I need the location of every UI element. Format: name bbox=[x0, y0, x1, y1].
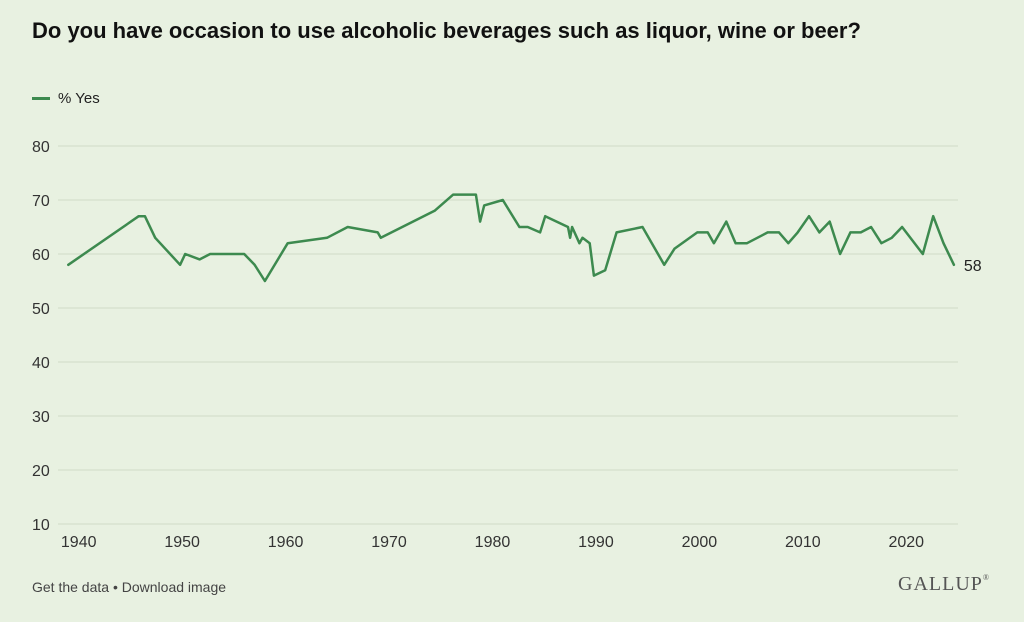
data-point-56 bbox=[890, 236, 893, 239]
data-point-46 bbox=[787, 242, 790, 245]
y-tick-label-60: 60 bbox=[32, 247, 50, 264]
data-point-9 bbox=[253, 263, 256, 266]
data-point-57 bbox=[901, 226, 904, 228]
y-tick-label-70: 70 bbox=[32, 193, 50, 210]
x-tick-label-1970: 1970 bbox=[371, 534, 407, 551]
data-point-14 bbox=[376, 231, 379, 234]
data-point-17 bbox=[452, 193, 455, 196]
legend-label: % Yes bbox=[58, 90, 100, 107]
data-point-6 bbox=[198, 258, 201, 261]
data-point-4 bbox=[179, 263, 182, 266]
data-point-2 bbox=[143, 215, 146, 218]
download-image-link[interactable]: Download image bbox=[121, 579, 227, 595]
data-point-24 bbox=[539, 231, 542, 234]
data-point-36 bbox=[663, 263, 666, 266]
get-data-link[interactable]: Get the data bbox=[32, 579, 110, 595]
data-point-60 bbox=[942, 242, 945, 245]
data-point-41 bbox=[725, 220, 728, 223]
data-point-13 bbox=[346, 226, 349, 228]
data-point-40 bbox=[712, 242, 715, 245]
chart-title: Do you have occasion to use alcoholic be… bbox=[32, 18, 861, 43]
data-point-58 bbox=[921, 253, 924, 255]
y-axis: 10 20 30 40 50 60 70 80 bbox=[32, 139, 50, 534]
data-point-39 bbox=[706, 231, 709, 234]
x-tick-label-2000: 2000 bbox=[682, 534, 718, 551]
data-point-26 bbox=[567, 226, 569, 228]
data-point-3 bbox=[154, 236, 157, 239]
data-point-38 bbox=[696, 231, 699, 234]
y-tick-label-50: 50 bbox=[32, 301, 50, 318]
grid-lines bbox=[58, 145, 958, 525]
footer-separator: • bbox=[112, 579, 118, 595]
last-value-label: 58 bbox=[964, 258, 982, 275]
data-point-29 bbox=[578, 242, 581, 245]
data-point-37 bbox=[673, 247, 676, 250]
data-point-0 bbox=[67, 263, 70, 266]
data-point-7 bbox=[209, 253, 212, 255]
data-point-23 bbox=[526, 226, 529, 228]
data-point-33 bbox=[604, 269, 607, 272]
data-point-8 bbox=[243, 253, 246, 255]
data-point-55 bbox=[880, 242, 883, 245]
data-point-25 bbox=[544, 215, 547, 218]
data-point-19 bbox=[479, 220, 482, 223]
x-tick-label-1950: 1950 bbox=[164, 534, 200, 551]
series-line-0 bbox=[67, 193, 956, 283]
data-point-42 bbox=[734, 242, 737, 245]
data-point-50 bbox=[828, 220, 831, 223]
footer: Get the data • Download image bbox=[32, 579, 226, 595]
data-point-30 bbox=[581, 236, 584, 239]
data-point-44 bbox=[766, 231, 769, 234]
x-tick-label-1990: 1990 bbox=[578, 534, 614, 551]
data-point-34 bbox=[615, 231, 618, 234]
data-point-35 bbox=[641, 226, 644, 228]
data-point-45 bbox=[778, 231, 780, 234]
data-point-61 bbox=[952, 263, 955, 266]
gallup-logo[interactable]: GALLUP® bbox=[898, 573, 990, 596]
data-point-12 bbox=[326, 236, 328, 239]
data-point-10 bbox=[263, 280, 266, 282]
data-point-27 bbox=[569, 236, 572, 239]
data-point-28 bbox=[571, 226, 574, 228]
data-point-47 bbox=[796, 231, 799, 234]
legend-line-swatch bbox=[32, 97, 50, 100]
data-point-20 bbox=[483, 204, 486, 207]
data-point-5 bbox=[184, 253, 187, 255]
x-tick-label-1960: 1960 bbox=[268, 534, 304, 551]
x-tick-label-2020: 2020 bbox=[888, 534, 924, 551]
data-point-53 bbox=[859, 231, 862, 234]
data-point-11 bbox=[286, 242, 289, 245]
legend: % Yes bbox=[32, 90, 100, 107]
data-point-31 bbox=[588, 242, 591, 245]
data-point-22 bbox=[518, 226, 521, 228]
data-point-1 bbox=[137, 215, 140, 218]
y-tick-label-10: 10 bbox=[32, 517, 50, 534]
x-axis: 1940 1950 1960 1970 1980 1990 2000 2010 2020 bbox=[61, 534, 924, 551]
data-point-15 bbox=[379, 236, 382, 239]
data-point-52 bbox=[849, 231, 852, 234]
y-tick-label-20: 20 bbox=[32, 463, 50, 480]
logo-trademark: ® bbox=[982, 573, 990, 582]
data-point-43 bbox=[746, 242, 748, 245]
data-point-54 bbox=[870, 226, 873, 228]
x-tick-label-2010: 2010 bbox=[785, 534, 821, 551]
data-point-18 bbox=[474, 193, 477, 196]
y-tick-label-40: 40 bbox=[32, 355, 50, 372]
x-tick-label-1980: 1980 bbox=[475, 534, 511, 551]
data-point-32 bbox=[592, 274, 595, 277]
logo-text: GALLUP bbox=[898, 573, 983, 595]
data-point-48 bbox=[808, 215, 810, 218]
data-point-59 bbox=[932, 215, 935, 218]
y-tick-label-30: 30 bbox=[32, 409, 50, 426]
data-point-49 bbox=[818, 231, 821, 234]
x-tick-label-1940: 1940 bbox=[61, 534, 97, 551]
data-point-16 bbox=[433, 209, 436, 212]
data-point-21 bbox=[501, 199, 504, 201]
data-point-51 bbox=[839, 253, 842, 255]
series-layer: 58 bbox=[67, 193, 982, 283]
y-tick-label-80: 80 bbox=[32, 139, 50, 156]
